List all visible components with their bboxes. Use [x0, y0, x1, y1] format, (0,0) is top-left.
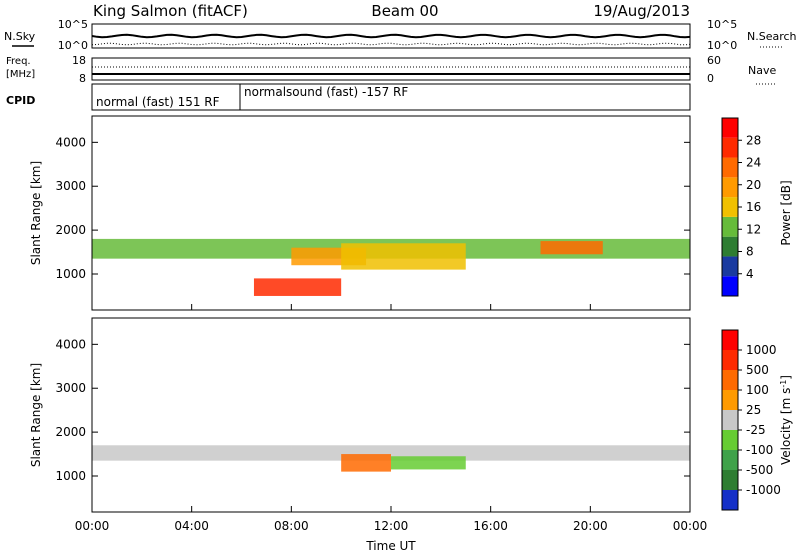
- colorbar-tick-label: 16: [746, 200, 761, 214]
- heatmap-band: [341, 243, 466, 270]
- colorbar-tick-label: 500: [746, 363, 769, 377]
- colorbar-tick-label: -100: [746, 443, 773, 457]
- range-tick-label: 2000: [55, 223, 86, 237]
- velocity-heatmap: [92, 445, 690, 472]
- power-colorbar: 28 24 20 16 12 8 4: [721, 117, 761, 297]
- velocity-label-sup: -1: [779, 380, 788, 388]
- colorbar-tick-label: -25: [746, 423, 766, 437]
- colorbar-swatch: [722, 410, 738, 430]
- cpid-mode-1: normal (fast) 151 RF: [96, 95, 220, 109]
- noise-sky-label: N.Sky: [4, 30, 36, 43]
- time-tick-label: 04:00: [174, 519, 209, 533]
- colorbar-tick-label: 24: [746, 156, 761, 170]
- freq-label-1: Freq.: [6, 56, 31, 67]
- time-tick-label: 00:00: [75, 519, 110, 533]
- colorbar-swatch: [722, 256, 738, 277]
- colorbar-swatch: [722, 236, 738, 257]
- colorbar-tick-label: 20: [746, 178, 761, 192]
- cpid-mode-2: normalsound (fast) -157 RF: [244, 85, 408, 99]
- range-tick-label: 3000: [55, 179, 86, 193]
- noise-tick-left-top: 10^5: [58, 18, 88, 31]
- colorbar-tick-label: 28: [746, 133, 761, 147]
- noise-search-trace: [91, 42, 691, 46]
- colorbar-swatch: [722, 390, 738, 410]
- colorbar-tick-label: 1000: [746, 343, 777, 357]
- freq-label-2: [MHz]: [6, 69, 35, 80]
- colorbar-swatch: [722, 137, 738, 158]
- noise-search-label: N.Search: [747, 30, 797, 43]
- time-tick-label: 16:00: [473, 519, 508, 533]
- time-tick-label: 00:00: [673, 519, 708, 533]
- colorbar-swatch: [722, 470, 738, 490]
- range-tick-label: 1000: [55, 469, 86, 483]
- colorbar-swatch: [722, 430, 738, 450]
- noise-panel-traces: [91, 33, 691, 46]
- power-ylabel: Slant Range [km]: [29, 161, 43, 265]
- velocity-ylabel: Slant Range [km]: [29, 363, 43, 467]
- heatmap-band: [253, 278, 342, 296]
- freq-tick-left-top: 18: [72, 54, 86, 67]
- noise-tick-right-bottom: 10^0: [707, 39, 737, 52]
- velocity-panel-frame: [91, 317, 691, 513]
- colorbar-swatch: [722, 490, 738, 510]
- colorbar-swatch: [722, 276, 738, 296]
- range-tick-label: 2000: [55, 425, 86, 439]
- freq-panel-frame: [91, 57, 691, 81]
- range-tick-label: 1000: [55, 267, 86, 281]
- colorbar-swatch: [722, 118, 738, 138]
- colorbar-tick-label: 8: [746, 245, 754, 259]
- range-tick-label: 4000: [55, 135, 86, 149]
- time-tick-label: 12:00: [374, 519, 409, 533]
- range-tick-label: 4000: [55, 337, 86, 351]
- station-title: King Salmon (fitACF): [93, 2, 248, 20]
- colorbar-tick-label: 12: [746, 222, 761, 236]
- noise-sky-trace: [91, 33, 691, 39]
- nave-label: Nave: [748, 64, 776, 77]
- colorbar-tick-label: 25: [746, 403, 761, 417]
- colorbar-frame: [721, 329, 739, 511]
- power-panel-frame: [91, 115, 691, 311]
- colorbar-tick-label: -1000: [746, 483, 781, 497]
- colorbar-swatch: [722, 216, 738, 237]
- velocity-colorbar-label: Velocity [m s-1]: [779, 375, 794, 465]
- freq-tick-right-top: 60: [707, 54, 721, 67]
- power-colorbar-label: Power [dB]: [779, 180, 793, 245]
- time-axis-ticks: 00:00 04:00 08:00 12:00 16:00 20:00 00:00: [75, 304, 708, 533]
- noise-tick-right-top: 10^5: [707, 18, 737, 31]
- freq-tick-left-bottom: 8: [79, 72, 86, 85]
- heatmap-band: [540, 241, 603, 255]
- colorbar-tick-label: 4: [746, 267, 754, 281]
- date-title: 19/Aug/2013: [593, 2, 690, 20]
- power-heatmap: [92, 238, 690, 296]
- freq-tick-right-bottom: 0: [707, 72, 714, 85]
- cpid-label: CPID: [6, 94, 35, 107]
- colorbar-swatch: [722, 157, 738, 178]
- heatmap-band: [341, 454, 391, 472]
- colorbar-swatch: [722, 197, 738, 217]
- heatmap-band: [391, 456, 466, 470]
- velocity-y-ticks: 1000 2000 3000 4000: [55, 337, 690, 483]
- colorbar-tick-label: -500: [746, 463, 773, 477]
- velocity-label-end: ]: [779, 375, 793, 380]
- beam-title: Beam 00: [371, 2, 438, 20]
- colorbar-swatch: [722, 177, 738, 198]
- time-axis-label: Time UT: [365, 539, 416, 553]
- heatmap-band: [92, 445, 690, 461]
- velocity-colorbar: 1000 500 100 25 -25 -100 -500 -1000: [721, 329, 781, 511]
- colorbar-swatch: [722, 370, 738, 390]
- colorbar-tick-label: 100: [746, 383, 769, 397]
- colorbar-swatch: [722, 330, 738, 350]
- time-tick-label: 08:00: [274, 519, 309, 533]
- noise-tick-left-bottom: 10^0: [58, 39, 88, 52]
- range-tick-label: 3000: [55, 381, 86, 395]
- power-y-ticks: 1000 2000 3000 4000: [55, 135, 690, 281]
- cpid-panel-frame: [91, 83, 691, 111]
- colorbar-swatch: [722, 450, 738, 470]
- velocity-label-main: Velocity [m s: [779, 388, 793, 465]
- time-tick-label: 20:00: [573, 519, 608, 533]
- colorbar-swatch: [722, 350, 738, 370]
